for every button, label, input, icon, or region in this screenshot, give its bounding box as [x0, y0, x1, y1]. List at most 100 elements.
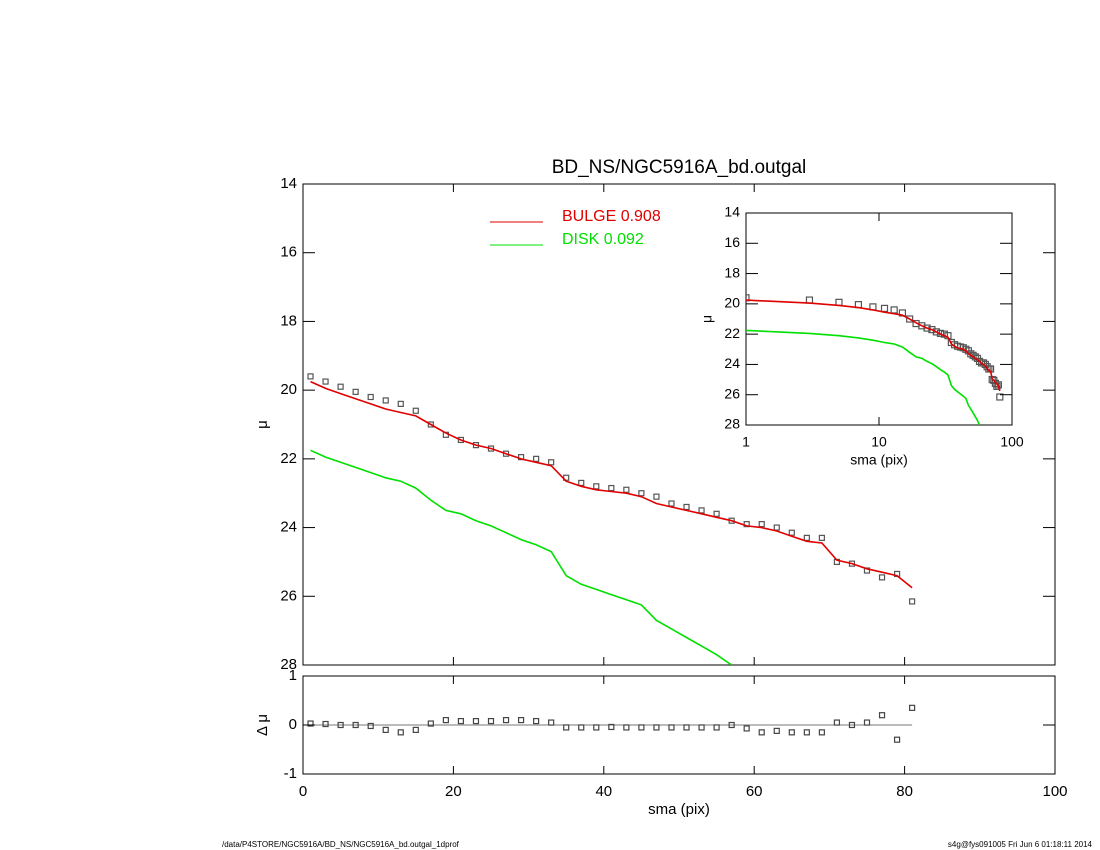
x-axis-label: sma (pix) [648, 801, 710, 818]
residual-point [367, 722, 374, 730]
residual-point [608, 723, 615, 731]
x-tick-label: 1 [742, 434, 750, 450]
data-point [878, 574, 886, 581]
residual-point [337, 721, 344, 729]
y-tick-label: 20 [724, 295, 740, 311]
residual-point [773, 727, 780, 734]
residual-point [427, 720, 434, 727]
y-tick-label: 1 [289, 667, 297, 684]
data-point [683, 503, 690, 511]
residual-point [758, 729, 765, 736]
residual-point [578, 724, 585, 731]
data-point [548, 459, 555, 466]
legend-label: BULGE 0.908 [562, 208, 661, 225]
data-point [805, 296, 814, 304]
data-point [608, 484, 615, 492]
x-tick-label: 0 [299, 783, 307, 800]
data-point [758, 521, 765, 528]
residual-point [878, 712, 886, 719]
data-point [638, 490, 645, 497]
residual-point [593, 724, 600, 731]
data-point [713, 510, 720, 517]
footer-left: /data/P4STORE/NGC5916A/BD_NS/NGC5916A_bd… [222, 840, 460, 849]
data-point [623, 486, 630, 493]
footer-right: s4g@fys091005 Fri Jun 6 01:18:11 2014 [948, 840, 1093, 849]
data-point [803, 534, 810, 541]
data-point [788, 529, 795, 536]
x-tick-label: 100 [1000, 434, 1024, 450]
data-point [909, 598, 916, 605]
plot-area [307, 373, 916, 665]
profile-line [746, 299, 1001, 392]
y-tick-label: 14 [724, 204, 740, 220]
x-tick-label: 100 [1042, 783, 1067, 800]
residual-point [412, 726, 419, 734]
residual-point [307, 720, 314, 727]
x-tick-label: 60 [746, 783, 763, 800]
data-point [932, 328, 940, 336]
y-tick-label: 20 [280, 381, 297, 398]
data-point [337, 383, 344, 390]
data-point [698, 507, 705, 514]
plot-area [307, 704, 916, 743]
data-point [427, 421, 434, 428]
data-point [996, 393, 1004, 401]
residual-point [653, 724, 660, 731]
data-point [457, 436, 465, 444]
profile-line [310, 449, 733, 665]
y-tick-label: 16 [724, 234, 740, 250]
chart-title: BD_NS/NGC5916A_bd.outgal [552, 157, 807, 178]
y-tick-label: 16 [280, 244, 297, 261]
residual-point [487, 717, 495, 725]
data-point [412, 407, 419, 414]
y-tick-label: 22 [724, 325, 740, 341]
residual-point [803, 729, 810, 736]
residual-point [893, 736, 901, 743]
y-tick-label: 0 [289, 716, 297, 733]
residual-point [442, 716, 449, 724]
residual-point [683, 724, 690, 731]
legend-label: DISK 0.092 [562, 231, 644, 248]
residual-point [668, 724, 675, 731]
y-tick-label: 26 [724, 385, 740, 401]
plot-frame [745, 212, 1013, 426]
profile-line [746, 329, 981, 425]
residual-point [863, 719, 871, 726]
residual-point [909, 704, 916, 711]
data-point [773, 524, 780, 531]
data-point [746, 294, 750, 302]
data-point [918, 322, 926, 330]
data-point [578, 479, 585, 487]
x-tick-label: 80 [896, 783, 913, 800]
residual-point [638, 724, 645, 731]
data-point [928, 326, 936, 334]
residual-point [352, 721, 359, 729]
residual-point [563, 724, 570, 731]
profile-line [310, 380, 913, 589]
y-tick-label: 26 [280, 587, 297, 604]
residual-point [698, 724, 705, 731]
y-axis-label: μ [254, 420, 271, 429]
residual-point [623, 724, 630, 731]
data-point [322, 378, 329, 385]
data-point [307, 373, 314, 380]
data-point [367, 393, 374, 401]
data-point [502, 450, 510, 457]
residual-point [533, 717, 540, 725]
y-tick-label: 24 [724, 355, 740, 371]
data-point [906, 315, 914, 323]
residual-point [517, 716, 525, 724]
y-tick-label: 18 [724, 264, 740, 280]
y-tick-label: 22 [280, 450, 297, 467]
data-point [653, 493, 660, 500]
data-point [880, 304, 889, 312]
residual-point [713, 724, 720, 731]
residual-point [382, 726, 389, 734]
data-point [593, 483, 600, 490]
residual-point [322, 720, 329, 728]
residual-point [833, 719, 841, 726]
x-axis-label: sma (pix) [850, 452, 908, 468]
x-tick-label: 40 [595, 783, 612, 800]
y-axis-label: Δ μ [254, 714, 271, 736]
